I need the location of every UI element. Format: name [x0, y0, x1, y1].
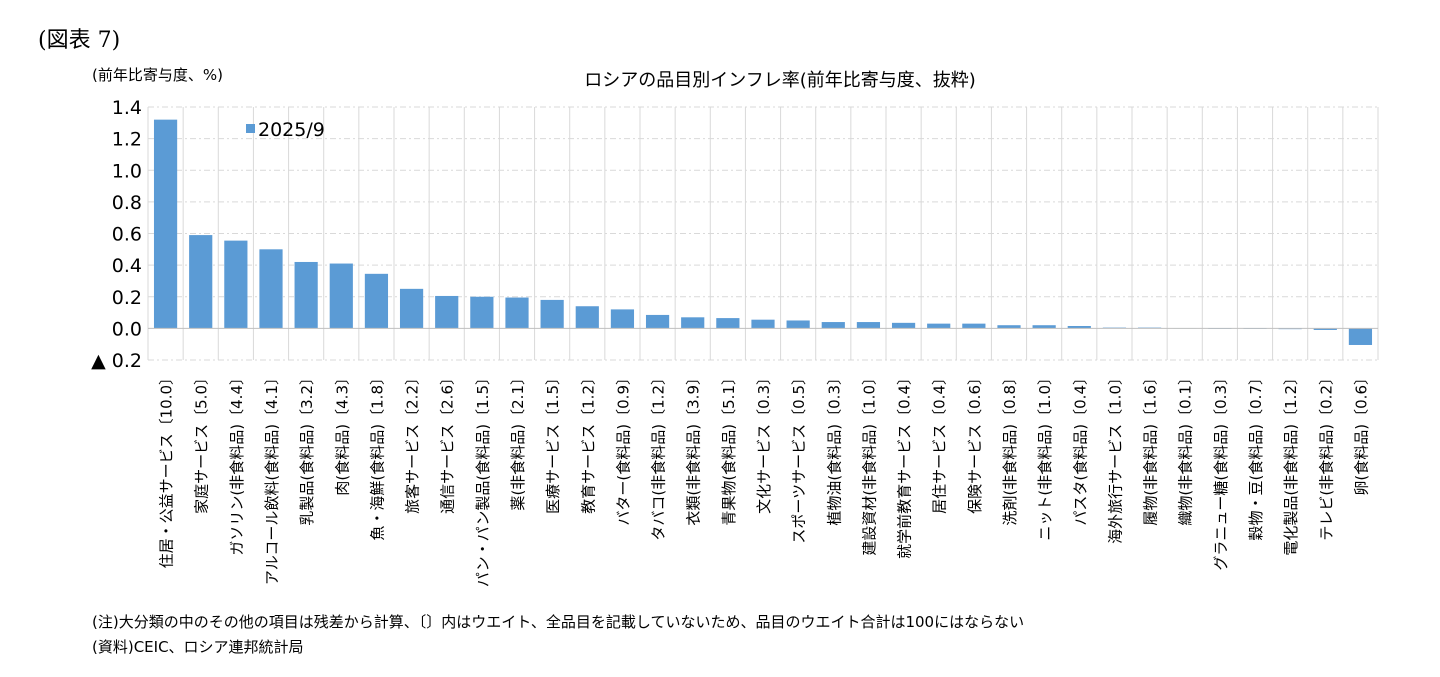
- x-tick-label: 洗剤(非食料品)〔0.8〕: [1001, 370, 1019, 526]
- bar: [610, 309, 635, 329]
- x-tick-label: ガソリン(非食料品)〔4.4〕: [228, 370, 246, 556]
- y-tick-label: 0.2: [112, 287, 142, 309]
- x-tick-label: 医療サービス〔1.5〕: [544, 370, 562, 514]
- y-tick-label: 0.0: [112, 318, 142, 340]
- x-tick-label: パン・パン製品(食料品)〔1.5〕: [474, 370, 492, 587]
- x-tick-label: 建設資材(非食料品)〔1.0〕: [860, 370, 878, 556]
- bar: [997, 325, 1021, 329]
- source-text: (資料)CEIC、ロシア連邦統計局: [92, 638, 304, 656]
- bar: [927, 323, 951, 329]
- x-tick-label: 家庭サービス〔5.0〕: [193, 370, 211, 514]
- x-tick-label: 就学前教育サービス〔0.4〕: [896, 370, 914, 559]
- x-tick-label: アルコール飲料(食料品)〔4.1〕: [263, 370, 281, 585]
- bar: [189, 235, 213, 329]
- x-tick-label: 文化サービス〔0.3〕: [755, 370, 773, 514]
- bar: [364, 273, 389, 329]
- x-tick-label: スポーツサービス〔0.5〕: [790, 370, 808, 544]
- bar: [1313, 328, 1337, 330]
- x-tick-label: 教育サービス〔1.2〕: [579, 370, 597, 514]
- bar: [751, 319, 775, 329]
- bar: [435, 295, 459, 329]
- legend-swatch: [246, 124, 255, 133]
- x-tick-label: 植物油(食料品)〔0.3〕: [825, 370, 843, 526]
- x-tick-label: ニット(非食料品)〔1.0〕: [1036, 370, 1054, 541]
- y-tick-label: 0.4: [112, 255, 142, 277]
- x-tick-label: 穀物・豆(食料品)〔0.7〕: [1247, 370, 1265, 541]
- x-tick-label: 衣類(非食料品)〔3.9〕: [685, 370, 703, 526]
- bar: [470, 296, 494, 329]
- chart-title: ロシアの品目別インフレ率(前年比寄与度、抜粋): [584, 70, 976, 91]
- bar: [399, 288, 424, 329]
- bar: [153, 119, 178, 329]
- bar: [329, 263, 353, 329]
- bar: [1032, 325, 1056, 329]
- bar: [856, 322, 881, 329]
- x-tick-label: 住居・公益サービス〔10.0〕: [158, 370, 176, 568]
- y-tick-label: 1.2: [112, 129, 142, 151]
- y-tick-label: 0.8: [112, 192, 142, 214]
- bar: [575, 306, 599, 329]
- x-tick-label: 電化製品(非食料品)〔1.2〕: [1282, 370, 1300, 556]
- bar: [962, 323, 986, 329]
- bar: [891, 322, 916, 329]
- bar: [1348, 328, 1373, 345]
- x-tick-label: 魚・海鮮(食料品)〔1.8〕: [368, 370, 386, 541]
- y-tick-label: 1.0: [112, 160, 142, 182]
- bar: [681, 317, 705, 329]
- legend-label: 2025/9: [258, 119, 325, 141]
- x-tick-label: パスタ(食料品)〔0.4〕: [1071, 370, 1089, 526]
- x-tick-label: 旅客サービス〔2.2〕: [404, 370, 422, 514]
- bar: [294, 261, 318, 329]
- y-tick-label: 0.6: [112, 224, 142, 246]
- y-axis-label: (前年比寄与度、%): [92, 66, 223, 84]
- x-tick-label: バター(食料品)〔0.9〕: [614, 370, 632, 526]
- bar: [259, 249, 283, 329]
- x-tick-label: グラニュー糖(食料品)〔0.3〕: [1212, 370, 1230, 571]
- y-tick-label: 1.4: [112, 97, 142, 119]
- x-tick-label: 保険サービス〔0.6〕: [966, 370, 984, 514]
- bar: [716, 318, 740, 329]
- x-tick-label: 海外旅行サービス〔1.0〕: [1106, 370, 1124, 544]
- x-tick-label: 卵(食料品)〔0.6〕: [1352, 370, 1370, 496]
- x-tick-label: 薬(非食料品)〔2.1〕: [509, 370, 527, 511]
- note-text: (注)大分類の中のその他の項目は残差から計算、〔〕内はウエイト、全品目を記載して…: [92, 613, 1025, 631]
- x-tick-label: 乳製品(食料品)〔3.2〕: [298, 370, 316, 526]
- x-tick-label: 織物(非食料品)〔0.1〕: [1177, 370, 1195, 526]
- x-tick-label: 居住サービス〔0.4〕: [931, 370, 949, 514]
- x-tick-label: 通信サービス〔2.6〕: [439, 370, 457, 514]
- x-tick-label: 履物(非食料品)〔1.6〕: [1142, 370, 1160, 526]
- bar: [645, 314, 670, 329]
- bar: [540, 299, 564, 329]
- x-tick-label: 青果物(食料品)〔5.1〕: [720, 370, 738, 526]
- bar: [1067, 326, 1091, 329]
- x-tick-label: テレビ(非食料品)〔0.2〕: [1317, 370, 1335, 541]
- bar: [224, 240, 248, 329]
- bar: [505, 297, 529, 329]
- x-tick-label: 肉(食料品)〔4.3〕: [333, 370, 351, 496]
- bar: [786, 320, 810, 329]
- x-tick-label: タバコ(非食料品)〔1.2〕: [650, 370, 668, 541]
- bar: [821, 322, 845, 329]
- y-tick-label: ▲ 0.2: [91, 350, 142, 372]
- figure-label: (図表 7): [38, 28, 121, 53]
